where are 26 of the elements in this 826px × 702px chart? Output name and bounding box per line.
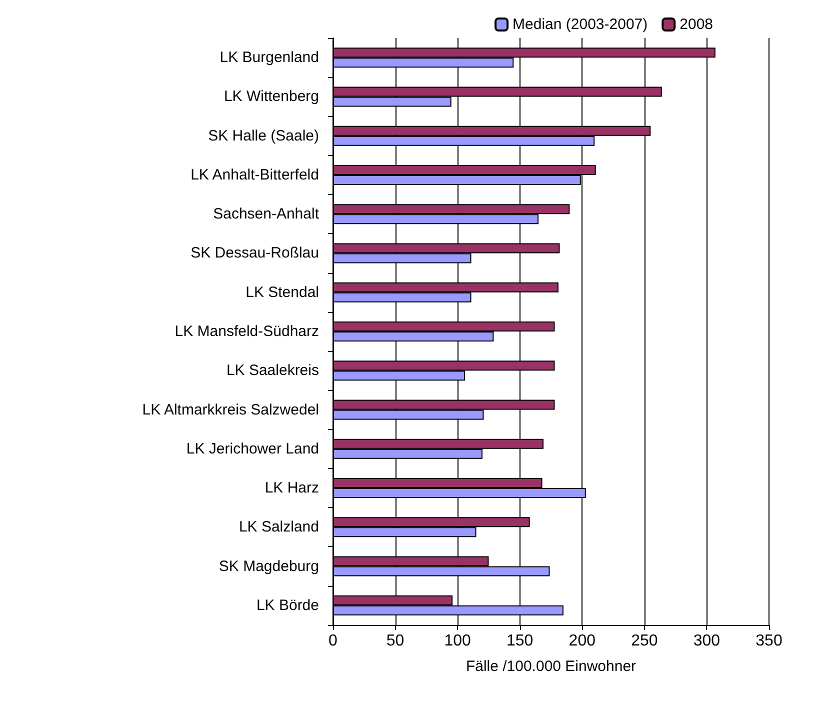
y-tick-label: LK Salzland (238, 518, 319, 536)
x-tick-label: 200 (568, 632, 596, 650)
x-axis-title: Fälle /100.000 Einwohner (466, 658, 636, 675)
y-tick-label: LK Stendal (246, 284, 319, 301)
y-tick-label: SK Halle (Saale) (208, 127, 319, 144)
y-tick-label: LK Jerichower Land (186, 440, 319, 458)
x-tick-label: 300 (693, 632, 720, 650)
y-tick-label: LK Mansfeld-Südharz (174, 323, 319, 340)
x-tick-label: 50 (386, 632, 404, 650)
y-tick-label: LK Börde (256, 596, 319, 614)
x-tick-label: 0 (328, 632, 338, 650)
legend-label: Median (2003-2007) (512, 16, 648, 33)
x-tick-label: 150 (506, 632, 534, 650)
y-tick-label: SK Magdeburg (218, 558, 319, 575)
y-tick-label: LK Altmarkkreis Salzwedel (142, 401, 319, 418)
legend-label: 2008 (680, 16, 714, 33)
y-tick-label: LK Saalekreis (226, 362, 319, 380)
y-tick-label: LK Anhalt-Bitterfeld (190, 166, 319, 184)
x-tick-label: 100 (444, 632, 472, 650)
y-tick-label: LK Harz (264, 480, 319, 497)
x-tick-label: 250 (631, 632, 658, 650)
y-tick-label: LK Burgenland (220, 49, 319, 66)
y-tick-label: LK Wittenberg (224, 88, 319, 106)
y-tick-label: SK Dessau-Roßlau (190, 244, 319, 262)
y-tick-label: Sachsen-Anhalt (213, 206, 320, 223)
x-tick-label: 350 (756, 632, 782, 650)
